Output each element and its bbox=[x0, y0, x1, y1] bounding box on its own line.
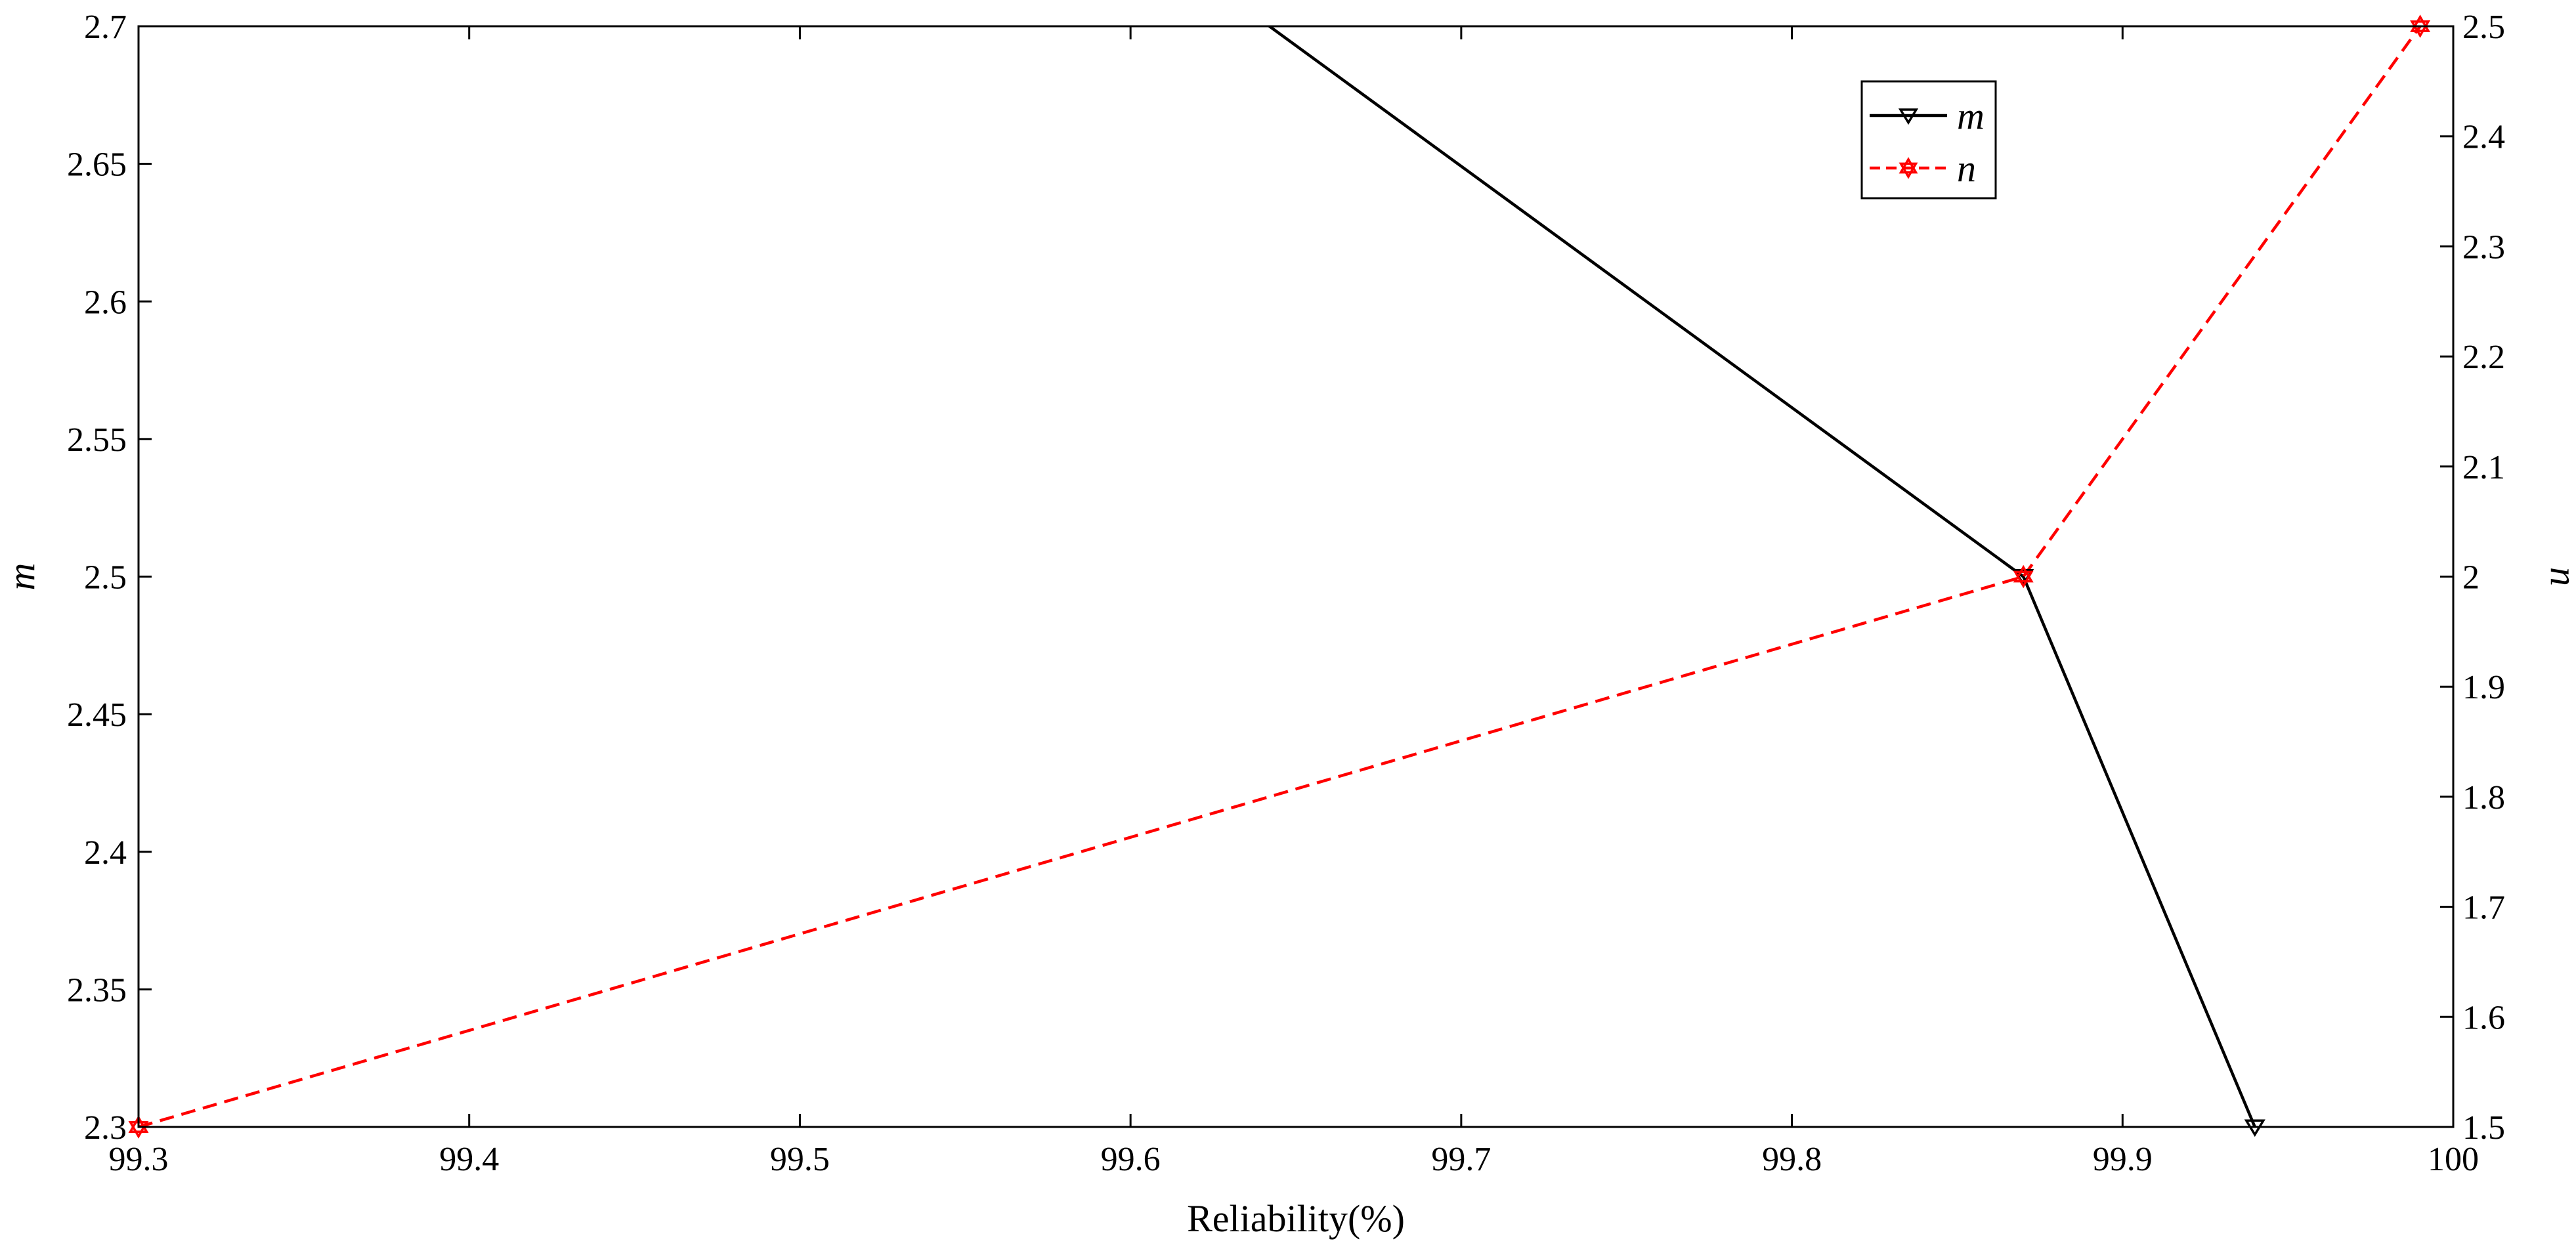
y-left-tick-label: 2.4 bbox=[84, 834, 127, 872]
y-right-tick-label: 1.7 bbox=[2462, 889, 2505, 927]
y-left-tick-label: 2.55 bbox=[67, 421, 127, 459]
legend-marker bbox=[1898, 108, 1919, 125]
plot-background bbox=[139, 26, 2453, 1127]
legend-label: m bbox=[1957, 95, 1985, 137]
data-point-n bbox=[2410, 14, 2431, 38]
x-tick-label: 99.6 bbox=[1101, 1141, 1161, 1178]
x-tick-label: 99.9 bbox=[2093, 1141, 2153, 1178]
y-right-tick-label: 1.5 bbox=[2462, 1109, 2505, 1147]
series-line-m bbox=[1266, 26, 2256, 1127]
y-left-tick-label: 2.65 bbox=[67, 146, 127, 184]
x-tick-label: 99.3 bbox=[109, 1141, 169, 1178]
legend-item-n: n bbox=[1870, 147, 1976, 190]
series-line-n bbox=[139, 26, 2422, 1127]
plot-area bbox=[139, 26, 2453, 1127]
y-right-tick-label: 1.9 bbox=[2462, 669, 2505, 706]
data-point-n bbox=[2013, 564, 2034, 589]
y-left-tick-label: 2.3 bbox=[84, 1109, 127, 1147]
legend-box bbox=[1860, 80, 1997, 200]
y-right-tick-label: 2.4 bbox=[2462, 119, 2505, 156]
x-axis-title: Reliability(%) bbox=[1187, 1197, 1405, 1240]
y-right-tick-label: 2.1 bbox=[2462, 449, 2505, 486]
y-left-tick-label: 2.6 bbox=[84, 284, 127, 321]
series-layer bbox=[139, 26, 2422, 1127]
y-left-axis-title: m bbox=[0, 563, 43, 591]
y-right-tick-label: 2 bbox=[2462, 559, 2479, 597]
legend-marker bbox=[1899, 157, 1918, 179]
legend-item-m: m bbox=[1870, 95, 1985, 137]
legend: mn bbox=[1860, 80, 1997, 200]
y-left-tick-label: 2.5 bbox=[84, 559, 127, 597]
x-tick-label: 100 bbox=[2428, 1141, 2479, 1178]
legend-label: n bbox=[1957, 147, 1976, 190]
y-left-tick-label: 2.35 bbox=[67, 971, 127, 1009]
x-tick-label: 99.7 bbox=[1431, 1141, 1491, 1178]
y-left-tick-label: 2.45 bbox=[67, 696, 127, 734]
x-tick-label: 99.8 bbox=[1762, 1141, 1822, 1178]
y-right-tick-label: 1.6 bbox=[2462, 999, 2505, 1036]
y-left-tick-label: 2.7 bbox=[84, 9, 127, 46]
y-right-tick-label: 2.2 bbox=[2462, 339, 2505, 376]
y-right-tick-label: 1.8 bbox=[2462, 779, 2505, 816]
x-tick-label: 99.4 bbox=[439, 1141, 499, 1178]
y-right-axis-title: n bbox=[2543, 567, 2576, 586]
x-tick-label: 99.5 bbox=[770, 1141, 830, 1178]
y-right-tick-label: 2.5 bbox=[2462, 9, 2505, 46]
y-right-tick-label: 2.3 bbox=[2462, 228, 2505, 266]
axes-layer: 99.3 99.4 99.5 99.6 99.7 99.8 99.9 100 2.3 2.35 2.… bbox=[67, 9, 2505, 1178]
